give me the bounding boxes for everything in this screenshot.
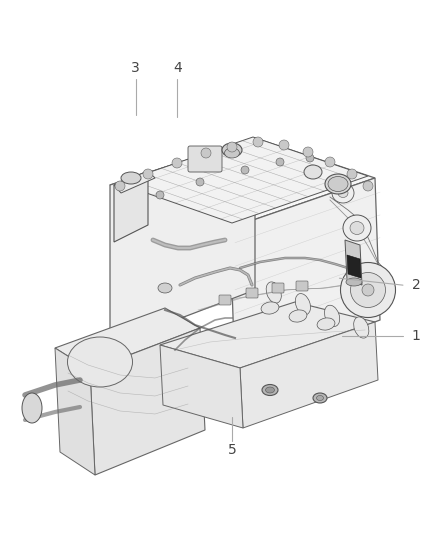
Circle shape bbox=[347, 169, 357, 179]
Ellipse shape bbox=[225, 148, 240, 158]
Polygon shape bbox=[347, 255, 361, 278]
Text: 4: 4 bbox=[173, 61, 182, 75]
Ellipse shape bbox=[328, 176, 348, 191]
Circle shape bbox=[253, 137, 263, 147]
Polygon shape bbox=[114, 171, 148, 242]
Ellipse shape bbox=[362, 284, 374, 296]
Ellipse shape bbox=[350, 272, 385, 308]
Text: 1: 1 bbox=[412, 329, 420, 343]
FancyBboxPatch shape bbox=[296, 281, 308, 291]
Polygon shape bbox=[118, 137, 368, 223]
Ellipse shape bbox=[295, 294, 311, 315]
Circle shape bbox=[306, 154, 314, 162]
Circle shape bbox=[276, 158, 284, 166]
Circle shape bbox=[363, 181, 373, 191]
Circle shape bbox=[172, 158, 182, 168]
Polygon shape bbox=[160, 345, 243, 428]
Circle shape bbox=[143, 169, 153, 179]
Ellipse shape bbox=[350, 222, 364, 235]
Polygon shape bbox=[110, 138, 375, 228]
Circle shape bbox=[325, 157, 335, 167]
Polygon shape bbox=[110, 138, 255, 345]
Polygon shape bbox=[345, 240, 362, 285]
Ellipse shape bbox=[340, 262, 396, 318]
Ellipse shape bbox=[338, 189, 348, 198]
Ellipse shape bbox=[346, 278, 362, 286]
Ellipse shape bbox=[325, 305, 339, 326]
Ellipse shape bbox=[353, 317, 369, 338]
Ellipse shape bbox=[265, 387, 275, 393]
Ellipse shape bbox=[289, 310, 307, 322]
Ellipse shape bbox=[121, 172, 141, 184]
Polygon shape bbox=[55, 348, 95, 475]
Ellipse shape bbox=[304, 165, 322, 179]
Text: 5: 5 bbox=[228, 443, 237, 457]
Polygon shape bbox=[55, 308, 200, 370]
Ellipse shape bbox=[67, 337, 133, 387]
Polygon shape bbox=[90, 328, 205, 475]
Ellipse shape bbox=[222, 143, 242, 157]
Ellipse shape bbox=[262, 384, 278, 395]
FancyBboxPatch shape bbox=[246, 288, 258, 298]
Ellipse shape bbox=[317, 395, 324, 400]
Circle shape bbox=[241, 166, 249, 174]
Ellipse shape bbox=[22, 393, 42, 423]
Ellipse shape bbox=[266, 282, 281, 303]
FancyBboxPatch shape bbox=[188, 146, 222, 172]
FancyBboxPatch shape bbox=[219, 295, 231, 305]
Ellipse shape bbox=[343, 215, 371, 241]
Polygon shape bbox=[114, 171, 155, 193]
Circle shape bbox=[196, 178, 204, 186]
Circle shape bbox=[156, 191, 164, 199]
Ellipse shape bbox=[158, 283, 172, 293]
Circle shape bbox=[279, 140, 289, 150]
Circle shape bbox=[115, 181, 125, 191]
Polygon shape bbox=[230, 178, 380, 375]
Text: 3: 3 bbox=[131, 61, 140, 75]
Polygon shape bbox=[240, 322, 378, 428]
Circle shape bbox=[303, 147, 313, 157]
Circle shape bbox=[201, 148, 211, 158]
Ellipse shape bbox=[261, 302, 279, 314]
Ellipse shape bbox=[332, 183, 354, 203]
FancyBboxPatch shape bbox=[272, 283, 284, 293]
Ellipse shape bbox=[325, 174, 351, 194]
Polygon shape bbox=[160, 302, 375, 368]
Circle shape bbox=[227, 142, 237, 152]
Ellipse shape bbox=[317, 318, 335, 330]
Ellipse shape bbox=[313, 393, 327, 403]
Text: 2: 2 bbox=[412, 278, 420, 292]
